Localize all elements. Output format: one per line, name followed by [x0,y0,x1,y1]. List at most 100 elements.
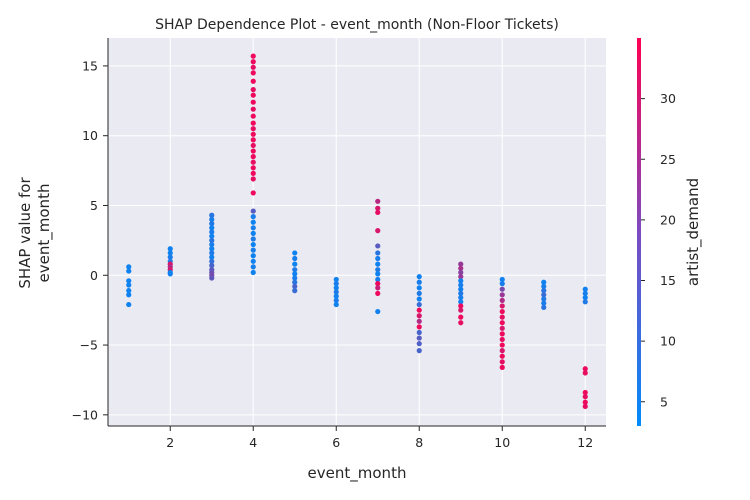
scatter-point [209,262,215,269]
scatter-point [458,294,464,301]
scatter-point [250,225,256,231]
scatter-point [458,274,464,280]
scatter-point [250,214,256,220]
scatter-point [499,359,505,365]
scatter-point [250,165,256,171]
colorbar-tick-label: 30 [660,91,676,106]
y-tick-label: −10 [72,407,98,422]
scatter-point [582,403,588,410]
scatter-point [458,265,464,271]
scatter-point [250,120,256,126]
scatter-points [126,53,588,410]
scatter-point [209,258,215,264]
scatter-point [416,335,422,341]
scatter-point [375,255,381,262]
x-tick-label: 8 [415,435,423,450]
scatter-point [375,205,381,211]
scatter-point [458,261,464,267]
scatter-point [499,314,505,320]
colorbar [637,38,641,426]
scatter-point [375,271,381,277]
scatter-point [416,301,422,308]
scatter-point [582,399,588,405]
scatter-point [167,271,173,277]
scatter-point [375,267,381,273]
scatter-point [250,208,256,214]
scatter-point [416,307,422,313]
scatter-point [458,278,464,284]
scatter-point [582,389,588,396]
plot-area [108,38,606,426]
scatter-point [499,348,505,354]
scatter-point [250,53,256,59]
scatter-point [416,296,422,302]
scatter-point [541,288,547,294]
colorbar-ticks: 5 10 15 20 25 30 [641,91,676,409]
scatter-point [292,267,298,273]
y-tick-label: 0 [90,268,98,283]
scatter-point [250,176,256,182]
scatter-point [250,59,256,65]
scatter-point [292,279,298,285]
scatter-point [375,243,381,249]
scatter-point [541,300,547,306]
scatter-point [582,394,588,400]
scatter-point [499,308,505,315]
scatter-point [209,233,215,239]
scatter-point [333,301,339,308]
scatter-point [250,113,256,119]
scatter-point [582,294,588,301]
scatter-point [333,276,339,283]
colorbar-tick-label: 5 [660,394,668,409]
scatter-point [250,230,256,236]
scatter-point [250,78,256,84]
scatter-point [582,290,588,297]
y-axis-label-line-1: SHAP value for [16,177,34,289]
scatter-point [541,304,547,310]
scatter-point [209,241,215,248]
y-tick-label: 15 [82,58,98,73]
scatter-point [250,92,256,98]
scatter-point [126,264,132,270]
scatter-point [292,271,298,277]
scatter-point [167,254,173,260]
scatter-point [499,320,505,326]
scatter-point [458,290,464,297]
scatter-point [126,282,132,288]
scatter-point [416,285,422,291]
scatter-point [499,336,505,343]
scatter-point [209,225,215,231]
scatter-point [499,303,505,309]
scatter-point [209,221,215,227]
x-tick-label: 4 [249,435,257,450]
scatter-point [250,190,256,196]
scatter-point [167,246,173,252]
scatter-point [250,126,256,132]
scatter-point [458,299,464,305]
scatter-point [250,64,256,70]
chart-title: SHAP Dependence Plot - event_month (Non-… [155,17,559,33]
scatter-point [458,303,464,309]
scatter-point [499,342,505,348]
scatter-point [375,285,381,291]
scatter-point [416,329,422,336]
scatter-point [541,283,547,290]
scatter-point [209,216,215,223]
scatter-point [375,250,381,256]
scatter-point [250,148,256,154]
scatter-point [250,159,256,165]
scatter-point [209,212,215,218]
scatter-point [416,341,422,347]
colorbar-tick-label: 20 [660,212,676,227]
x-axis-ticks: 2 4 6 8 10 12 [166,426,593,450]
y-tick-label: −5 [80,338,98,353]
colorbar-label: artist_demand [684,178,703,286]
scatter-point [582,299,588,305]
scatter-point [250,241,256,248]
x-tick-label: 2 [166,435,174,450]
y-axis-label-line-2: event_month [35,184,54,283]
scatter-point [375,276,381,283]
scatter-point [250,258,256,264]
scatter-point [250,264,256,270]
